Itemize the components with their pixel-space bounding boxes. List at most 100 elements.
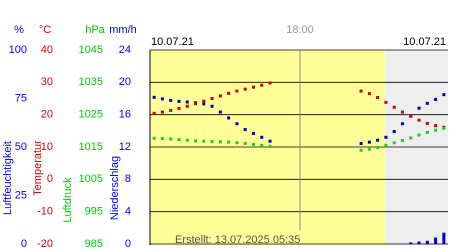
date-left: 10.07.21 bbox=[151, 36, 194, 48]
point bbox=[177, 138, 181, 142]
bar bbox=[434, 237, 438, 244]
point bbox=[218, 140, 222, 144]
y-tick-label: 16 bbox=[119, 109, 131, 121]
point bbox=[152, 111, 156, 115]
point bbox=[417, 133, 421, 137]
point bbox=[260, 83, 264, 87]
point bbox=[268, 81, 272, 85]
y-tick-label: 100 bbox=[9, 44, 27, 56]
point bbox=[409, 136, 413, 140]
point bbox=[400, 122, 404, 126]
y-tick-label: 8 bbox=[125, 173, 131, 185]
point bbox=[210, 97, 214, 100]
y-tick-label: 0 bbox=[21, 238, 27, 250]
point bbox=[260, 143, 264, 147]
y-tick-label: 12 bbox=[119, 141, 131, 153]
point bbox=[202, 99, 206, 103]
y-tick-label: 20 bbox=[41, 109, 53, 121]
point bbox=[169, 137, 173, 141]
point bbox=[169, 108, 173, 112]
y-tick-label: 0 bbox=[125, 238, 131, 250]
point bbox=[243, 128, 247, 132]
point bbox=[367, 147, 371, 151]
y-tick-label: 1045 bbox=[79, 44, 103, 56]
point bbox=[194, 139, 198, 143]
y-tick-label: -10 bbox=[37, 206, 53, 218]
point bbox=[434, 128, 438, 132]
point bbox=[177, 99, 181, 103]
point bbox=[260, 135, 264, 139]
point bbox=[235, 122, 239, 126]
y-tick-label: 75 bbox=[15, 92, 27, 104]
point bbox=[417, 106, 421, 110]
point bbox=[367, 92, 371, 96]
y-tick-label: 0 bbox=[47, 173, 53, 185]
point bbox=[218, 94, 222, 98]
point bbox=[243, 141, 247, 145]
y-tick-label: 40 bbox=[41, 44, 53, 56]
bar bbox=[409, 242, 413, 244]
date-right: 10.07.21 bbox=[403, 36, 446, 48]
point bbox=[202, 102, 206, 106]
point bbox=[210, 104, 214, 108]
point bbox=[243, 87, 247, 91]
y-tick-label: 20 bbox=[119, 76, 131, 88]
point bbox=[185, 138, 189, 142]
point bbox=[202, 139, 206, 143]
point bbox=[392, 105, 396, 109]
y-tick-label: 985 bbox=[85, 238, 103, 250]
series-name: Luftfeuchtigkeit bbox=[2, 141, 14, 215]
point bbox=[160, 110, 164, 114]
point bbox=[152, 136, 156, 140]
y-tick-label: 1025 bbox=[79, 109, 103, 121]
point bbox=[160, 137, 164, 141]
point bbox=[227, 140, 231, 144]
point bbox=[384, 100, 388, 104]
point bbox=[251, 142, 255, 146]
point bbox=[251, 131, 255, 135]
point bbox=[160, 97, 164, 101]
point bbox=[210, 140, 214, 144]
point bbox=[384, 135, 388, 139]
bar bbox=[425, 240, 429, 244]
point bbox=[425, 121, 429, 125]
point bbox=[434, 124, 438, 128]
point bbox=[177, 107, 181, 111]
series-name: Luftdruck bbox=[62, 177, 74, 223]
axis-unit: mm/h bbox=[109, 24, 137, 36]
y-tick-label: 10 bbox=[41, 141, 53, 153]
point bbox=[359, 142, 363, 146]
point bbox=[392, 129, 396, 133]
point bbox=[442, 93, 446, 97]
y-tick-label: 24 bbox=[119, 44, 131, 56]
time-label: 18:00 bbox=[286, 24, 314, 36]
point bbox=[417, 118, 421, 122]
y-tick-label: 25 bbox=[15, 189, 27, 201]
point bbox=[400, 110, 404, 114]
point bbox=[268, 139, 272, 143]
point bbox=[384, 143, 388, 147]
footer: Erstellt: 13.07.2025 05:35 bbox=[175, 234, 300, 246]
point bbox=[359, 89, 363, 93]
point bbox=[194, 102, 198, 106]
series-name: Niederschlag bbox=[109, 156, 121, 220]
y-tick-label: 50 bbox=[15, 141, 27, 153]
point bbox=[185, 104, 189, 108]
point bbox=[434, 97, 438, 101]
y-tick-label: 1005 bbox=[79, 173, 103, 185]
point bbox=[376, 96, 380, 100]
y-tick-label: 30 bbox=[41, 76, 53, 88]
point bbox=[185, 100, 189, 104]
point bbox=[442, 126, 446, 130]
point bbox=[400, 139, 404, 143]
point bbox=[218, 110, 222, 114]
point bbox=[425, 101, 429, 105]
point bbox=[392, 141, 396, 145]
point bbox=[235, 141, 239, 145]
point bbox=[235, 89, 239, 93]
bar bbox=[442, 232, 446, 244]
bar bbox=[417, 241, 421, 244]
point bbox=[251, 85, 255, 89]
future-area bbox=[385, 50, 448, 245]
